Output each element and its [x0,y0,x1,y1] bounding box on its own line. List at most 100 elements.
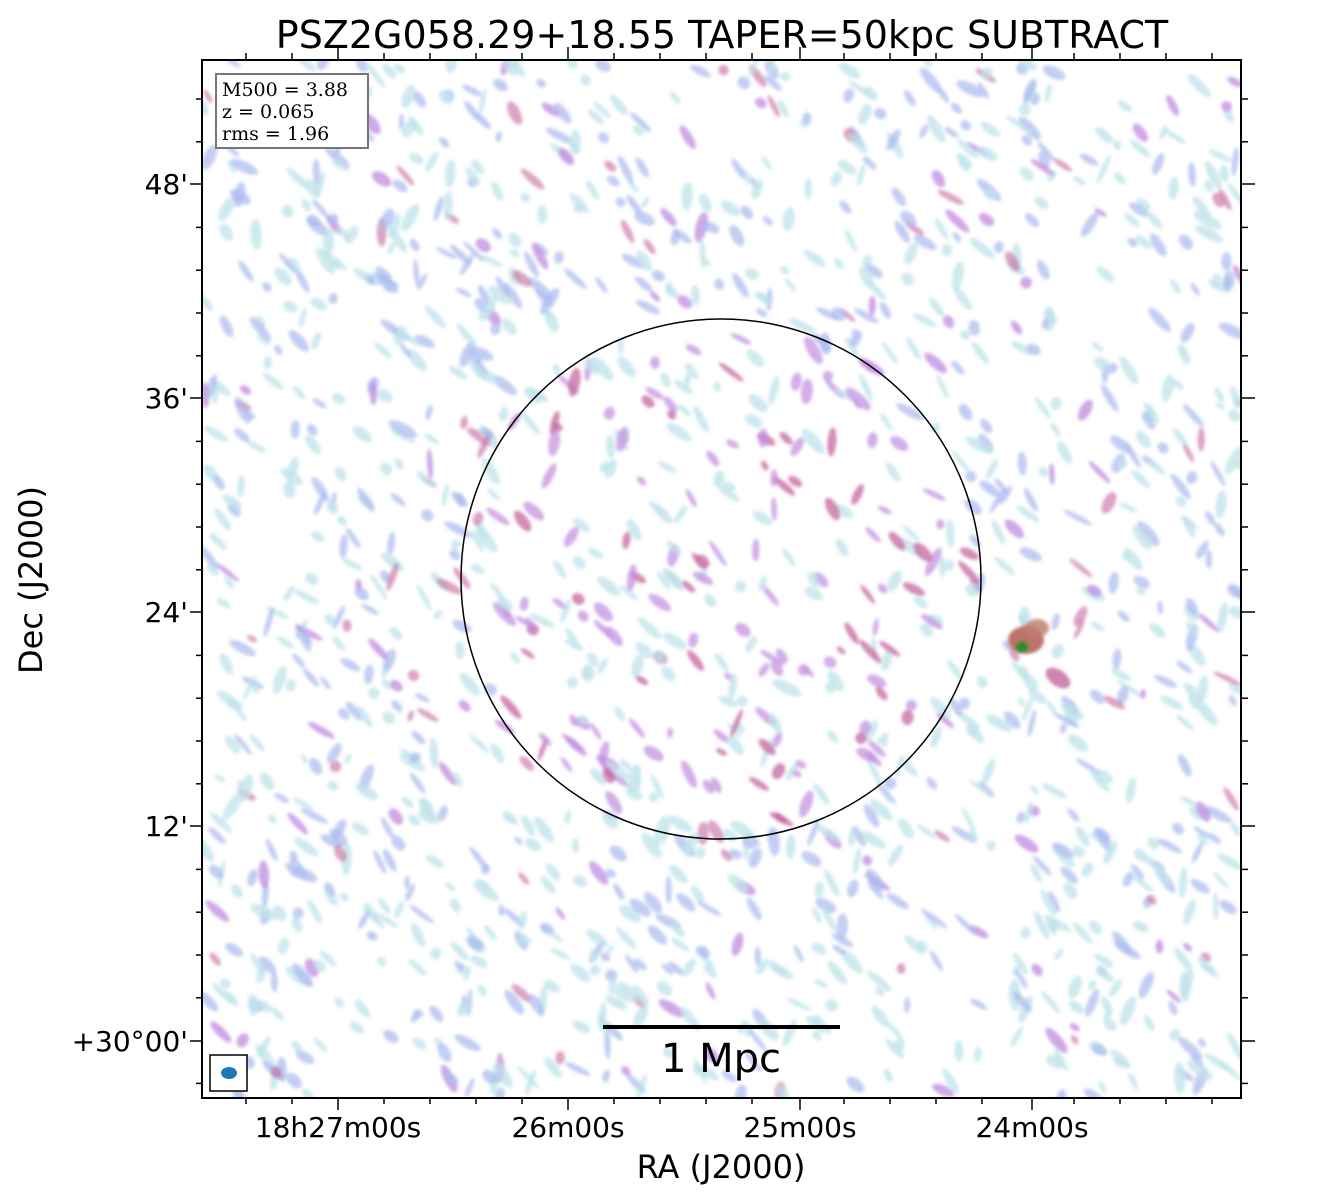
noise-blob [913,596,928,609]
noise-blob [729,224,745,247]
noise-blob [613,987,638,1003]
noise-blob [1103,1009,1111,1025]
noise-blob [824,682,837,694]
noise-blob [1023,487,1038,512]
noise-blob [1135,234,1152,249]
noise-blob [312,398,327,409]
noise-blob [846,1076,865,1093]
noise-blob [539,922,554,935]
noise-blob [699,237,706,269]
noise-blob [745,635,758,653]
noise-blob [773,812,788,824]
noise-blob [826,730,839,743]
noise-blob [572,517,591,533]
noise-blob [287,812,309,835]
noise-blob [905,699,917,711]
noise-blob [784,278,797,293]
noise-blob [863,804,880,828]
noise-blob [822,370,834,382]
noise-blob [380,462,393,476]
noise-blob [1143,1015,1155,1032]
noise-blob [807,571,820,588]
noise-blob [1117,680,1142,697]
noise-blob [540,875,556,894]
noise-blob [208,864,224,879]
noise-blob [433,196,444,221]
noise-blob [329,760,342,773]
noise-blob [222,792,243,820]
noise-blob [219,223,234,241]
noise-blob [1033,911,1050,940]
noise-blob [959,330,971,340]
noise-blob [1213,872,1229,889]
y-tick-label: 12' [145,810,188,843]
noise-blob [1229,386,1241,406]
noise-blob [1046,1054,1063,1069]
noise-blob [936,374,949,400]
noise-blob [916,824,937,839]
noise-blob [1054,948,1064,961]
noise-blob [666,422,692,442]
noise-blob [421,509,434,522]
noise-blob [762,215,773,226]
noise-blob [1101,491,1117,514]
noise-blob [1205,549,1213,569]
noise-blob [874,987,885,997]
noise-blob [768,375,780,405]
noise-blob [1096,829,1113,853]
noise-blob [539,733,552,746]
noise-blob [604,458,617,479]
noise-blob [852,848,862,875]
noise-blob [457,1001,469,1017]
noise-blob [501,318,517,335]
noise-blob [848,828,856,847]
noise-blob [824,497,841,521]
noise-blob [881,647,894,671]
noise-blob [635,675,649,686]
noise-blob [1019,167,1034,181]
noise-blob [332,636,345,651]
noise-blob [1018,103,1031,116]
noise-blob [424,433,439,445]
noise-blob [1004,711,1021,729]
noise-blob [450,539,461,550]
noise-blob [937,189,965,205]
noise-blob [482,1069,496,1084]
noise-blob [951,261,964,291]
noise-blob [589,964,601,976]
noise-blob [332,605,345,630]
noise-blob [234,396,251,424]
noise-blob [727,734,744,756]
noise-blob [694,211,708,243]
noise-blob [979,480,1000,497]
noise-blob [859,373,873,401]
noise-blob [408,959,427,976]
noise-blob [442,1069,459,1085]
noise-blob [626,563,637,592]
noise-blob [891,187,906,207]
noise-blob [669,816,693,833]
noise-blob [1219,164,1229,182]
noise-blob [1030,159,1055,176]
noise-blob [603,406,616,420]
noise-blob [1172,822,1185,835]
noise-blob [1223,787,1240,811]
noise-blob [521,412,540,435]
noise-blob [363,902,379,922]
noise-blob [1131,469,1151,488]
noise-blob [552,597,567,610]
noise-blob [754,946,762,967]
noise-blob [1133,576,1150,589]
noise-blob [1112,648,1122,671]
noise-blob [615,927,637,950]
noise-blob [637,476,647,486]
noise-blob [827,427,837,457]
noise-blob [1045,1027,1068,1053]
noise-blob [1219,899,1237,915]
noise-blob [1180,796,1197,807]
noise-blob [958,158,969,172]
noise-blob [324,613,335,626]
noise-blob [354,587,369,601]
noise-blob [209,532,227,551]
noise-blob [714,653,729,672]
